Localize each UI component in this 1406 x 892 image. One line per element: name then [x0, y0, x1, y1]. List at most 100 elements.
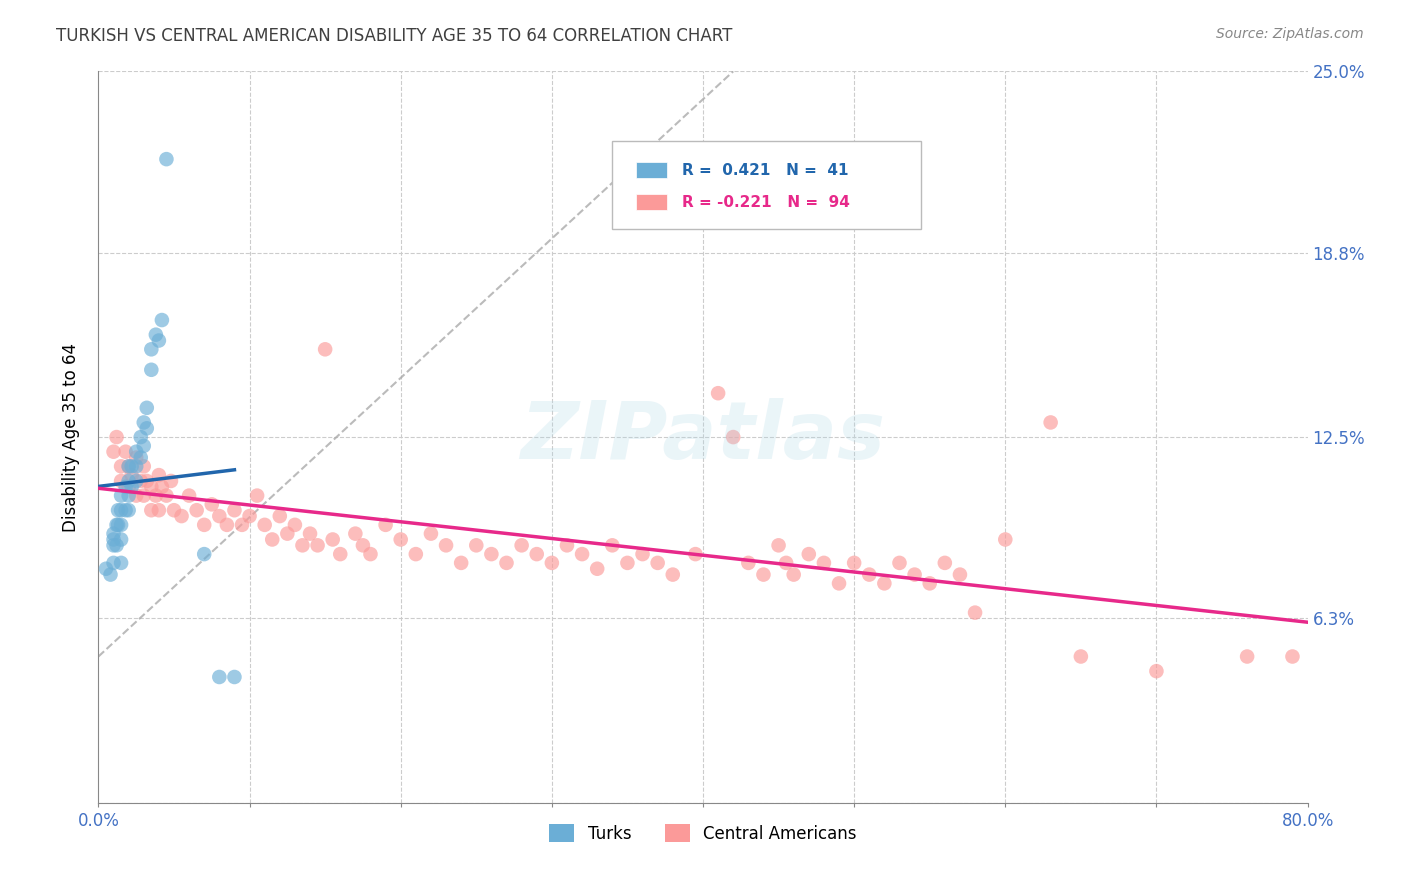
Point — [110, 556, 132, 570]
Point — [129, 430, 152, 444]
Text: ZIPatlas: ZIPatlas — [520, 398, 886, 476]
Point — [904, 567, 927, 582]
Point — [994, 533, 1017, 547]
Point — [148, 503, 170, 517]
Point — [291, 538, 314, 552]
Point — [231, 517, 253, 532]
Point — [918, 576, 941, 591]
Point — [103, 526, 125, 541]
Point — [768, 538, 790, 552]
Point — [135, 421, 157, 435]
FancyBboxPatch shape — [637, 194, 666, 211]
Point — [239, 509, 262, 524]
Point — [262, 533, 284, 547]
Point — [586, 562, 609, 576]
Point — [155, 152, 177, 166]
Point — [107, 503, 129, 517]
Point — [374, 517, 396, 532]
Point — [118, 503, 141, 517]
Point — [114, 503, 136, 517]
Point — [110, 459, 132, 474]
Point — [1039, 416, 1062, 430]
Point — [193, 517, 215, 532]
Point — [125, 450, 148, 465]
Point — [707, 386, 730, 401]
Point — [103, 533, 125, 547]
Point — [150, 480, 173, 494]
Point — [405, 547, 427, 561]
Point — [125, 444, 148, 458]
Point — [434, 538, 457, 552]
Point — [450, 556, 472, 570]
Point — [201, 497, 224, 511]
Point — [314, 343, 336, 357]
Point — [420, 526, 443, 541]
Point — [100, 567, 122, 582]
Point — [873, 576, 896, 591]
Point — [329, 547, 352, 561]
Point — [284, 517, 307, 532]
Point — [125, 459, 148, 474]
Point — [307, 538, 329, 552]
Point — [269, 509, 291, 524]
Point — [105, 538, 128, 552]
Point — [150, 313, 173, 327]
Point — [344, 526, 367, 541]
Point — [121, 480, 143, 494]
Point — [118, 459, 141, 474]
Point — [155, 489, 177, 503]
Point — [1236, 649, 1258, 664]
Point — [110, 503, 132, 517]
Point — [465, 538, 488, 552]
Point — [495, 556, 517, 570]
Point — [481, 547, 503, 561]
Point — [352, 538, 374, 552]
Point — [526, 547, 548, 561]
Point — [114, 480, 136, 494]
Point — [132, 459, 155, 474]
Point — [103, 556, 125, 570]
Point — [224, 503, 246, 517]
Point — [179, 489, 201, 503]
Point — [828, 576, 851, 591]
Point — [647, 556, 669, 570]
Point — [110, 489, 132, 503]
Point — [602, 538, 624, 552]
Point — [186, 503, 208, 517]
Point — [797, 547, 820, 561]
FancyBboxPatch shape — [637, 162, 666, 178]
Point — [148, 334, 170, 348]
Point — [141, 480, 163, 494]
Point — [118, 489, 141, 503]
Point — [110, 517, 132, 532]
Point — [193, 547, 215, 561]
Point — [110, 474, 132, 488]
Point — [105, 517, 128, 532]
FancyBboxPatch shape — [613, 141, 921, 228]
Point — [616, 556, 638, 570]
Point — [775, 556, 797, 570]
Point — [141, 363, 163, 377]
Point — [737, 556, 759, 570]
Point — [129, 450, 152, 465]
Point — [215, 517, 238, 532]
Point — [132, 489, 155, 503]
Point — [121, 468, 143, 483]
Point — [389, 533, 412, 547]
Point — [132, 439, 155, 453]
Point — [949, 567, 972, 582]
Y-axis label: Disability Age 35 to 64: Disability Age 35 to 64 — [62, 343, 80, 532]
Point — [1144, 664, 1167, 678]
Point — [145, 327, 167, 342]
Point — [224, 670, 246, 684]
Point — [889, 556, 911, 570]
Point — [105, 430, 128, 444]
Point — [510, 538, 533, 552]
Point — [783, 567, 806, 582]
Point — [360, 547, 382, 561]
Text: TURKISH VS CENTRAL AMERICAN DISABILITY AGE 35 TO 64 CORRELATION CHART: TURKISH VS CENTRAL AMERICAN DISABILITY A… — [56, 27, 733, 45]
Point — [163, 503, 186, 517]
Point — [94, 562, 117, 576]
Point — [322, 533, 344, 547]
Point — [125, 489, 148, 503]
